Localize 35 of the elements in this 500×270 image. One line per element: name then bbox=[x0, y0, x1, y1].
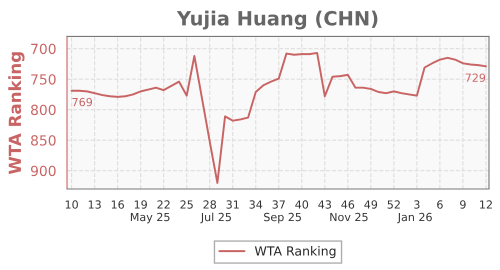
x-tick-label: 34 bbox=[250, 200, 262, 209]
x-tick-label: 22 bbox=[157, 200, 170, 209]
x-tick-label: 25 bbox=[180, 200, 193, 209]
x-tick-label: 43 bbox=[318, 200, 331, 209]
x-tick-label: 9 bbox=[460, 200, 466, 209]
x-tick-label: 49 bbox=[364, 200, 378, 209]
text: Sep 25 bbox=[264, 212, 301, 224]
y-tick-label: 750 bbox=[31, 74, 56, 85]
x-tick-label: 6 bbox=[437, 200, 443, 209]
text: May 25 bbox=[130, 212, 170, 224]
data-label: 729 bbox=[466, 73, 486, 82]
x-tick-label: 31 bbox=[226, 200, 239, 209]
x-tick-label: 37 bbox=[272, 200, 285, 209]
x-tick-label: 12 bbox=[480, 200, 492, 209]
y-tick-label: 850 bbox=[31, 135, 56, 146]
text: Nov 25 bbox=[330, 212, 368, 222]
y-tick-label: 900 bbox=[30, 166, 56, 176]
legend-label: WTA Ranking bbox=[254, 246, 336, 258]
x-tick-label: 28 bbox=[203, 200, 216, 209]
x-tick-label: 10 bbox=[66, 200, 78, 209]
data-label: 769 bbox=[72, 98, 92, 106]
y-axis-title: WTA Ranking bbox=[8, 52, 25, 174]
y-tick-label: 700 bbox=[31, 44, 56, 54]
x-tick-label: 40 bbox=[295, 200, 308, 209]
line-series bbox=[70, 52, 487, 184]
x-tick-label: 52 bbox=[388, 200, 400, 209]
x-tick-label: 16 bbox=[112, 200, 124, 209]
chart-title: Yujia Huang (CHN) bbox=[176, 10, 378, 30]
x-tick-label: 46 bbox=[341, 200, 354, 209]
x-tick-label: 3 bbox=[414, 200, 420, 209]
x-tick-label: 19 bbox=[134, 200, 147, 209]
text: Jan 26 bbox=[397, 212, 432, 224]
text: Jul 25 bbox=[200, 212, 231, 224]
x-tick-label: 13 bbox=[88, 200, 101, 209]
y-tick-label: 800 bbox=[31, 104, 56, 116]
